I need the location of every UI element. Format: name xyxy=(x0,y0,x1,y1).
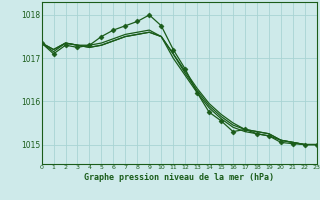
X-axis label: Graphe pression niveau de la mer (hPa): Graphe pression niveau de la mer (hPa) xyxy=(84,173,274,182)
